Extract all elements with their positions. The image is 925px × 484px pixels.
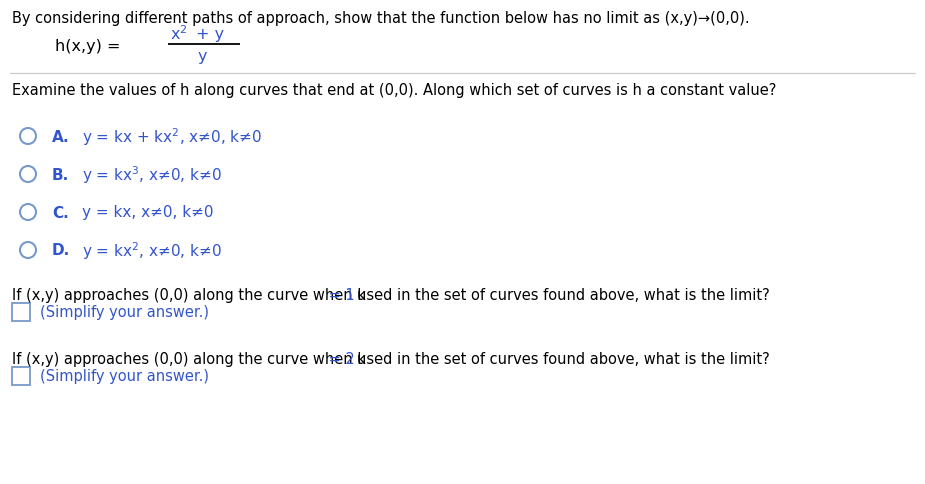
FancyBboxPatch shape (12, 303, 30, 321)
Text: used in the set of curves found above, what is the limit?: used in the set of curves found above, w… (357, 287, 770, 302)
Text: (Simplify your answer.): (Simplify your answer.) (40, 369, 209, 384)
Text: y = kx, x≠0, k≠0: y = kx, x≠0, k≠0 (82, 205, 214, 220)
Text: $\mathregular{x^2}$: $\mathregular{x^2}$ (170, 25, 188, 43)
Text: y: y (198, 49, 207, 64)
Text: (Simplify your answer.): (Simplify your answer.) (40, 305, 209, 320)
Text: + y: + y (196, 27, 224, 42)
Text: used in the set of curves found above, what is the limit?: used in the set of curves found above, w… (357, 351, 770, 366)
Text: By considering different paths of approach, show that the function below has no : By considering different paths of approa… (12, 11, 749, 26)
Text: = 2: = 2 (325, 351, 360, 366)
Text: If (x,y) approaches (0,0) along the curve when k: If (x,y) approaches (0,0) along the curv… (12, 351, 366, 366)
Text: y = kx$^{3}$, x≠0, k≠0: y = kx$^{3}$, x≠0, k≠0 (82, 164, 222, 185)
Text: y = kx$^{2}$, x≠0, k≠0: y = kx$^{2}$, x≠0, k≠0 (82, 240, 222, 261)
Text: A.: A. (52, 129, 69, 144)
Text: Examine the values of h along curves that end at (0,0). Along which set of curve: Examine the values of h along curves tha… (12, 83, 776, 98)
Text: If (x,y) approaches (0,0) along the curve when k: If (x,y) approaches (0,0) along the curv… (12, 287, 366, 302)
Text: C.: C. (52, 205, 68, 220)
Text: D.: D. (52, 243, 70, 258)
Text: = 1: = 1 (325, 287, 360, 302)
Text: h(x,y) =: h(x,y) = (55, 39, 120, 54)
FancyBboxPatch shape (12, 367, 30, 385)
Text: B.: B. (52, 167, 69, 182)
Text: y = kx + kx$^{2}$, x≠0, k≠0: y = kx + kx$^{2}$, x≠0, k≠0 (82, 126, 262, 148)
